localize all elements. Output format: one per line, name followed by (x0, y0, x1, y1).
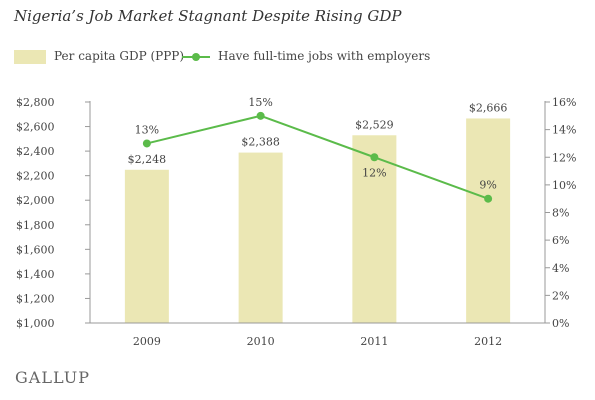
line-value-label: 9% (479, 179, 496, 192)
line-point (142, 139, 151, 148)
x-tick-label: 2010 (247, 335, 275, 348)
line-value-label: 12% (362, 166, 386, 179)
y-left-tick-label: $2,600 (16, 121, 55, 134)
y-left-tick-label: $2,200 (16, 170, 55, 183)
y-right-tick-label: 2% (552, 289, 569, 302)
y-right-tick-label: 12% (552, 151, 576, 164)
legend-line-swatch (182, 53, 210, 61)
legend-label-gdp: Per capita GDP (PPP) (54, 49, 185, 63)
y-right-tick-label: 0% (552, 317, 569, 330)
line-point (370, 153, 379, 162)
y-right-tick-label: 10% (552, 179, 576, 192)
x-tick-label: 2009 (133, 335, 161, 348)
line-fulltime-jobs (146, 114, 489, 200)
x-tick-label: 2012 (474, 335, 502, 348)
y-left-tick-label: $1,400 (16, 268, 55, 281)
gallup-logo: GALLUP (15, 368, 90, 387)
legend-label-jobs: Have full-time jobs with employers (218, 49, 431, 63)
y-left-tick-label: $1,200 (16, 292, 55, 305)
line-value-label: 13% (135, 123, 159, 136)
y-left-tick-label: $2,400 (16, 145, 55, 158)
y-left-tick-label: $1,000 (16, 317, 55, 330)
bar-gdp (352, 135, 397, 323)
bar-gdp (238, 152, 283, 323)
y-left-tick-label: $2,000 (16, 194, 55, 207)
y-right-tick-label: 4% (552, 262, 569, 275)
y-right-tick-label: 16% (552, 96, 576, 109)
y-right-tick-label: 14% (552, 124, 576, 137)
y-right-tick-label: 8% (552, 207, 569, 220)
y-left-tick-label: $1,600 (16, 243, 55, 256)
line-point (256, 111, 265, 120)
y-left-tick-label: $1,800 (16, 219, 55, 232)
chart-title: Nigeria’s Job Market Stagnant Despite Ri… (14, 7, 402, 25)
x-tick-label: 2011 (360, 335, 388, 348)
line-value-label: 15% (248, 96, 272, 109)
legend-bar-swatch (14, 50, 46, 64)
bar-gdp (124, 169, 169, 323)
bar-value-label: $2,388 (241, 136, 280, 149)
bar-value-label: $2,248 (128, 153, 167, 166)
y-right-tick-label: 6% (552, 234, 569, 247)
bar-value-label: $2,529 (355, 118, 394, 131)
y-left-tick-label: $2,800 (16, 96, 55, 109)
line-point (484, 194, 493, 203)
bar-value-label: $2,666 (469, 101, 508, 114)
bar-gdp (466, 118, 511, 323)
